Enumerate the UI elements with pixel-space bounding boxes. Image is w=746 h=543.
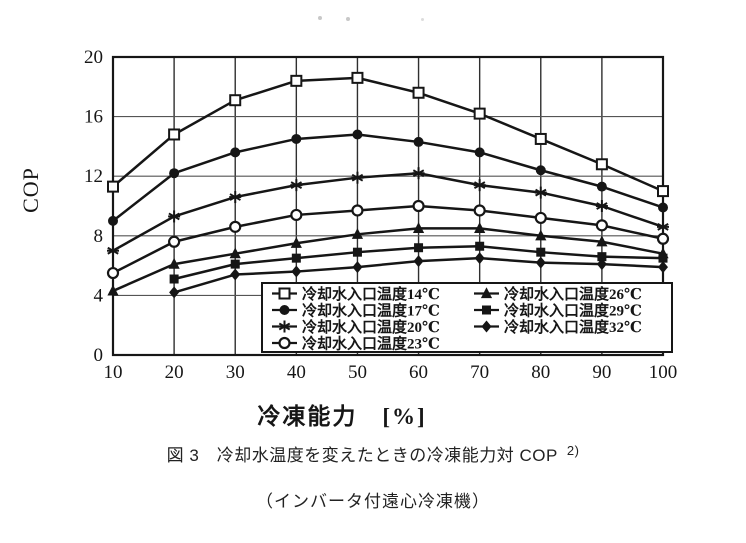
x-tick-label: 80	[531, 362, 550, 383]
legend-label-t29: 冷却水入口温度29℃	[504, 302, 642, 320]
x-tick-label: 30	[226, 362, 245, 383]
legend-item-t14: 冷却水入口温度14℃	[272, 285, 440, 303]
scan-noise-dot	[346, 17, 350, 21]
chart-svg: 冷却水入口温度14℃冷却水入口温度17℃冷却水入口温度20℃冷却水入口温度23℃…	[18, 47, 677, 429]
y-tick-label: 4	[94, 285, 104, 306]
y-tick-label: 12	[84, 166, 103, 187]
legend-item-t17: 冷却水入口温度17℃	[272, 302, 440, 320]
tick-labels: 10 20 30 40 50 60 70 80 90 100 0 4 8 12 16 20	[84, 47, 677, 383]
legend-item-t32: 冷却水入口温度32℃	[474, 318, 642, 336]
x-tick-label: 10	[104, 362, 123, 383]
scan-noise-dot	[421, 18, 424, 21]
x-tick-label: 70	[470, 362, 489, 383]
figure-subcaption: （インバータ付遠心冷凍機）	[256, 492, 490, 511]
scan-noise-dot	[318, 16, 322, 20]
series-t20	[107, 167, 669, 257]
x-tick-label: 20	[165, 362, 184, 383]
x-tick-label: 60	[409, 362, 428, 383]
series-t23	[106, 199, 670, 280]
legend-label-t20: 冷却水入口温度20℃	[302, 318, 440, 336]
legend-item-t26: 冷却水入口温度26℃	[474, 285, 642, 303]
legend-label-t26: 冷却水入口温度26℃	[504, 285, 642, 303]
y-tick-label: 0	[94, 345, 104, 366]
series-t29	[169, 241, 668, 284]
figure-caption-text: 図 3 冷却水温度を変えたときの冷凍能力対 COP	[166, 446, 558, 465]
figure-caption: 図 3 冷却水温度を変えたときの冷凍能力対 COP 2)	[0, 441, 746, 466]
series-t32	[169, 252, 668, 299]
x-axis-title: 冷凍能力 [%]	[257, 403, 426, 429]
y-tick-label: 8	[94, 226, 104, 247]
y-tick-label: 20	[84, 47, 103, 68]
legend-label-t23: 冷却水入口温度23℃	[302, 335, 440, 353]
x-tick-label: 40	[287, 362, 306, 383]
figure-reference-mark: 2)	[566, 443, 580, 458]
legend-label-t32: 冷却水入口温度32℃	[504, 318, 642, 336]
y-axis-title: COP	[18, 167, 43, 213]
legend-label-t14: 冷却水入口温度14℃	[302, 285, 440, 303]
cop-chart: 冷却水入口温度14℃ 冷却水入口温度17℃ 冷却水入口温度20℃ 冷却水入口温度23℃…	[18, 47, 677, 429]
legend: 冷却水入口温度14℃冷却水入口温度17℃冷却水入口温度20℃冷却水入口温度23℃…	[261, 282, 673, 353]
series-t14	[107, 71, 669, 198]
series-t17	[108, 129, 668, 226]
legend-label-t17: 冷却水入口温度17℃	[302, 302, 440, 320]
y-tick-label: 16	[84, 107, 103, 128]
legend-item-t23: 冷却水入口温度23℃	[272, 335, 440, 353]
legend-item-t29: 冷却水入口温度29℃	[474, 302, 642, 320]
x-tick-label: 100	[649, 362, 678, 383]
series-t26	[107, 222, 669, 296]
x-tick-label: 50	[348, 362, 367, 383]
x-tick-label: 90	[592, 362, 611, 383]
legend-item-t20: 冷却水入口温度20℃	[272, 318, 440, 336]
